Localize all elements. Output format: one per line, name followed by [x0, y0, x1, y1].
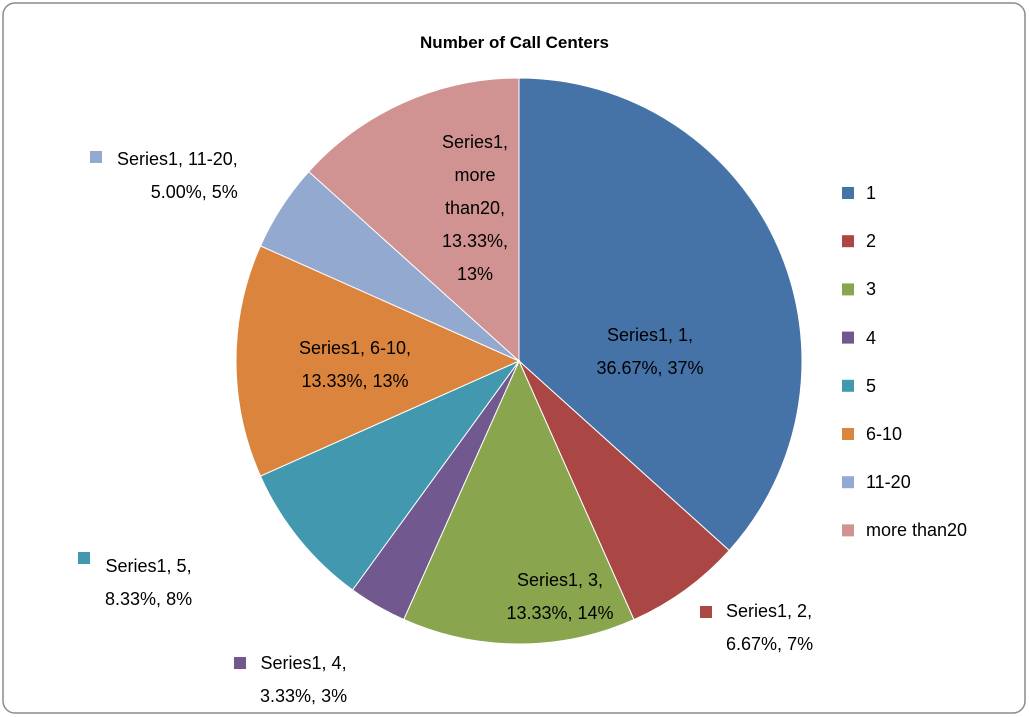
legend-swatch: [842, 428, 854, 440]
data-label-part: 13.33%: [506, 603, 568, 623]
data-label-part: 37%: [667, 358, 704, 378]
label-marker: [700, 606, 712, 618]
data-label-part: 11-20: [188, 149, 233, 169]
data-label: Series1, 5, 8.33%, 8%: [105, 556, 193, 609]
data-label-part: 13.33%: [301, 371, 363, 391]
legend-label: 6-10: [866, 424, 903, 444]
data-label-part: 6-10: [370, 338, 407, 358]
data-label-part: 8.33%: [105, 589, 157, 609]
data-label-part: 3%: [321, 686, 348, 706]
data-label-part: Series1: [441, 132, 503, 152]
data-label-part: 5: [176, 556, 187, 576]
legend-label: more than20: [866, 520, 968, 541]
legend-swatch: [842, 379, 854, 392]
data-label-part: 13%: [456, 264, 494, 284]
label-marker: [234, 657, 246, 669]
data-label-part: 5.00%: [150, 182, 202, 202]
pie-slice: [259, 359, 521, 591]
legend-swatch: [842, 524, 854, 537]
data-label-part: 14%: [577, 603, 614, 623]
data-label-part: 13.33%: [441, 231, 504, 251]
data-label-part: Series1: [726, 601, 788, 621]
pie-slice: [403, 359, 635, 645]
legend-swatch: [842, 235, 854, 248]
legend-swatch: [842, 283, 854, 296]
data-label-part: 4: [331, 653, 342, 673]
data-label-part: 36.67%: [596, 358, 658, 378]
data-label: Series1, 1, 36.67%, 37%: [596, 325, 704, 378]
data-label: Series1, 2, 6.67%, 7%: [726, 601, 814, 654]
legend-label: 2: [866, 231, 877, 252]
data-label-part: Series1: [606, 325, 668, 345]
legend-label: 5: [866, 375, 877, 396]
legend-swatch: [842, 476, 854, 489]
pie-slice: [518, 77, 803, 552]
pie-slice: [518, 360, 730, 621]
data-label: Series1, 4, 3.33%, 3%: [260, 653, 348, 706]
legend-swatch: [842, 331, 854, 344]
data-label-part: 13%: [372, 371, 409, 391]
data-label-part: 6.67%: [726, 634, 778, 654]
data-label-part: 1: [678, 325, 689, 345]
data-label-part: 5%: [211, 182, 238, 202]
data-label-part: Series1: [298, 338, 360, 358]
data-label-part: Series1: [260, 653, 322, 673]
legend-label: 11-20: [866, 472, 911, 493]
data-label: Series1, 3, 13.33%, 14%: [506, 570, 614, 623]
data-label-part: Series1: [105, 556, 167, 576]
chart-title: Number of Call Centers: [420, 33, 609, 52]
legend-label: 1: [866, 183, 877, 203]
data-label-part: Series1: [117, 149, 179, 169]
data-label: Series1, 6-10, 13.33%, 13%: [298, 338, 412, 391]
data-label-part: 3.33%: [260, 686, 312, 706]
pie-slice: [235, 245, 521, 477]
data-label-part: 3: [588, 570, 599, 590]
label-marker: [78, 552, 90, 564]
data-label-part: Series1: [516, 570, 578, 590]
data-label: Series1, more than20, 13.33%, 13%: [441, 132, 509, 284]
data-label-part: more than20: [444, 165, 501, 218]
label-marker: [90, 151, 102, 163]
pie-slice: [308, 77, 520, 363]
data-label-part: 8%: [166, 589, 193, 609]
data-label-part: 7%: [787, 634, 814, 654]
legend-label: 3: [866, 279, 877, 300]
legend-swatch: [842, 187, 854, 199]
data-label-part: 2: [797, 601, 808, 621]
legend-label: 4: [866, 327, 877, 348]
data-label: Series1, 11-20, 5.00%, 5%: [117, 149, 238, 202]
